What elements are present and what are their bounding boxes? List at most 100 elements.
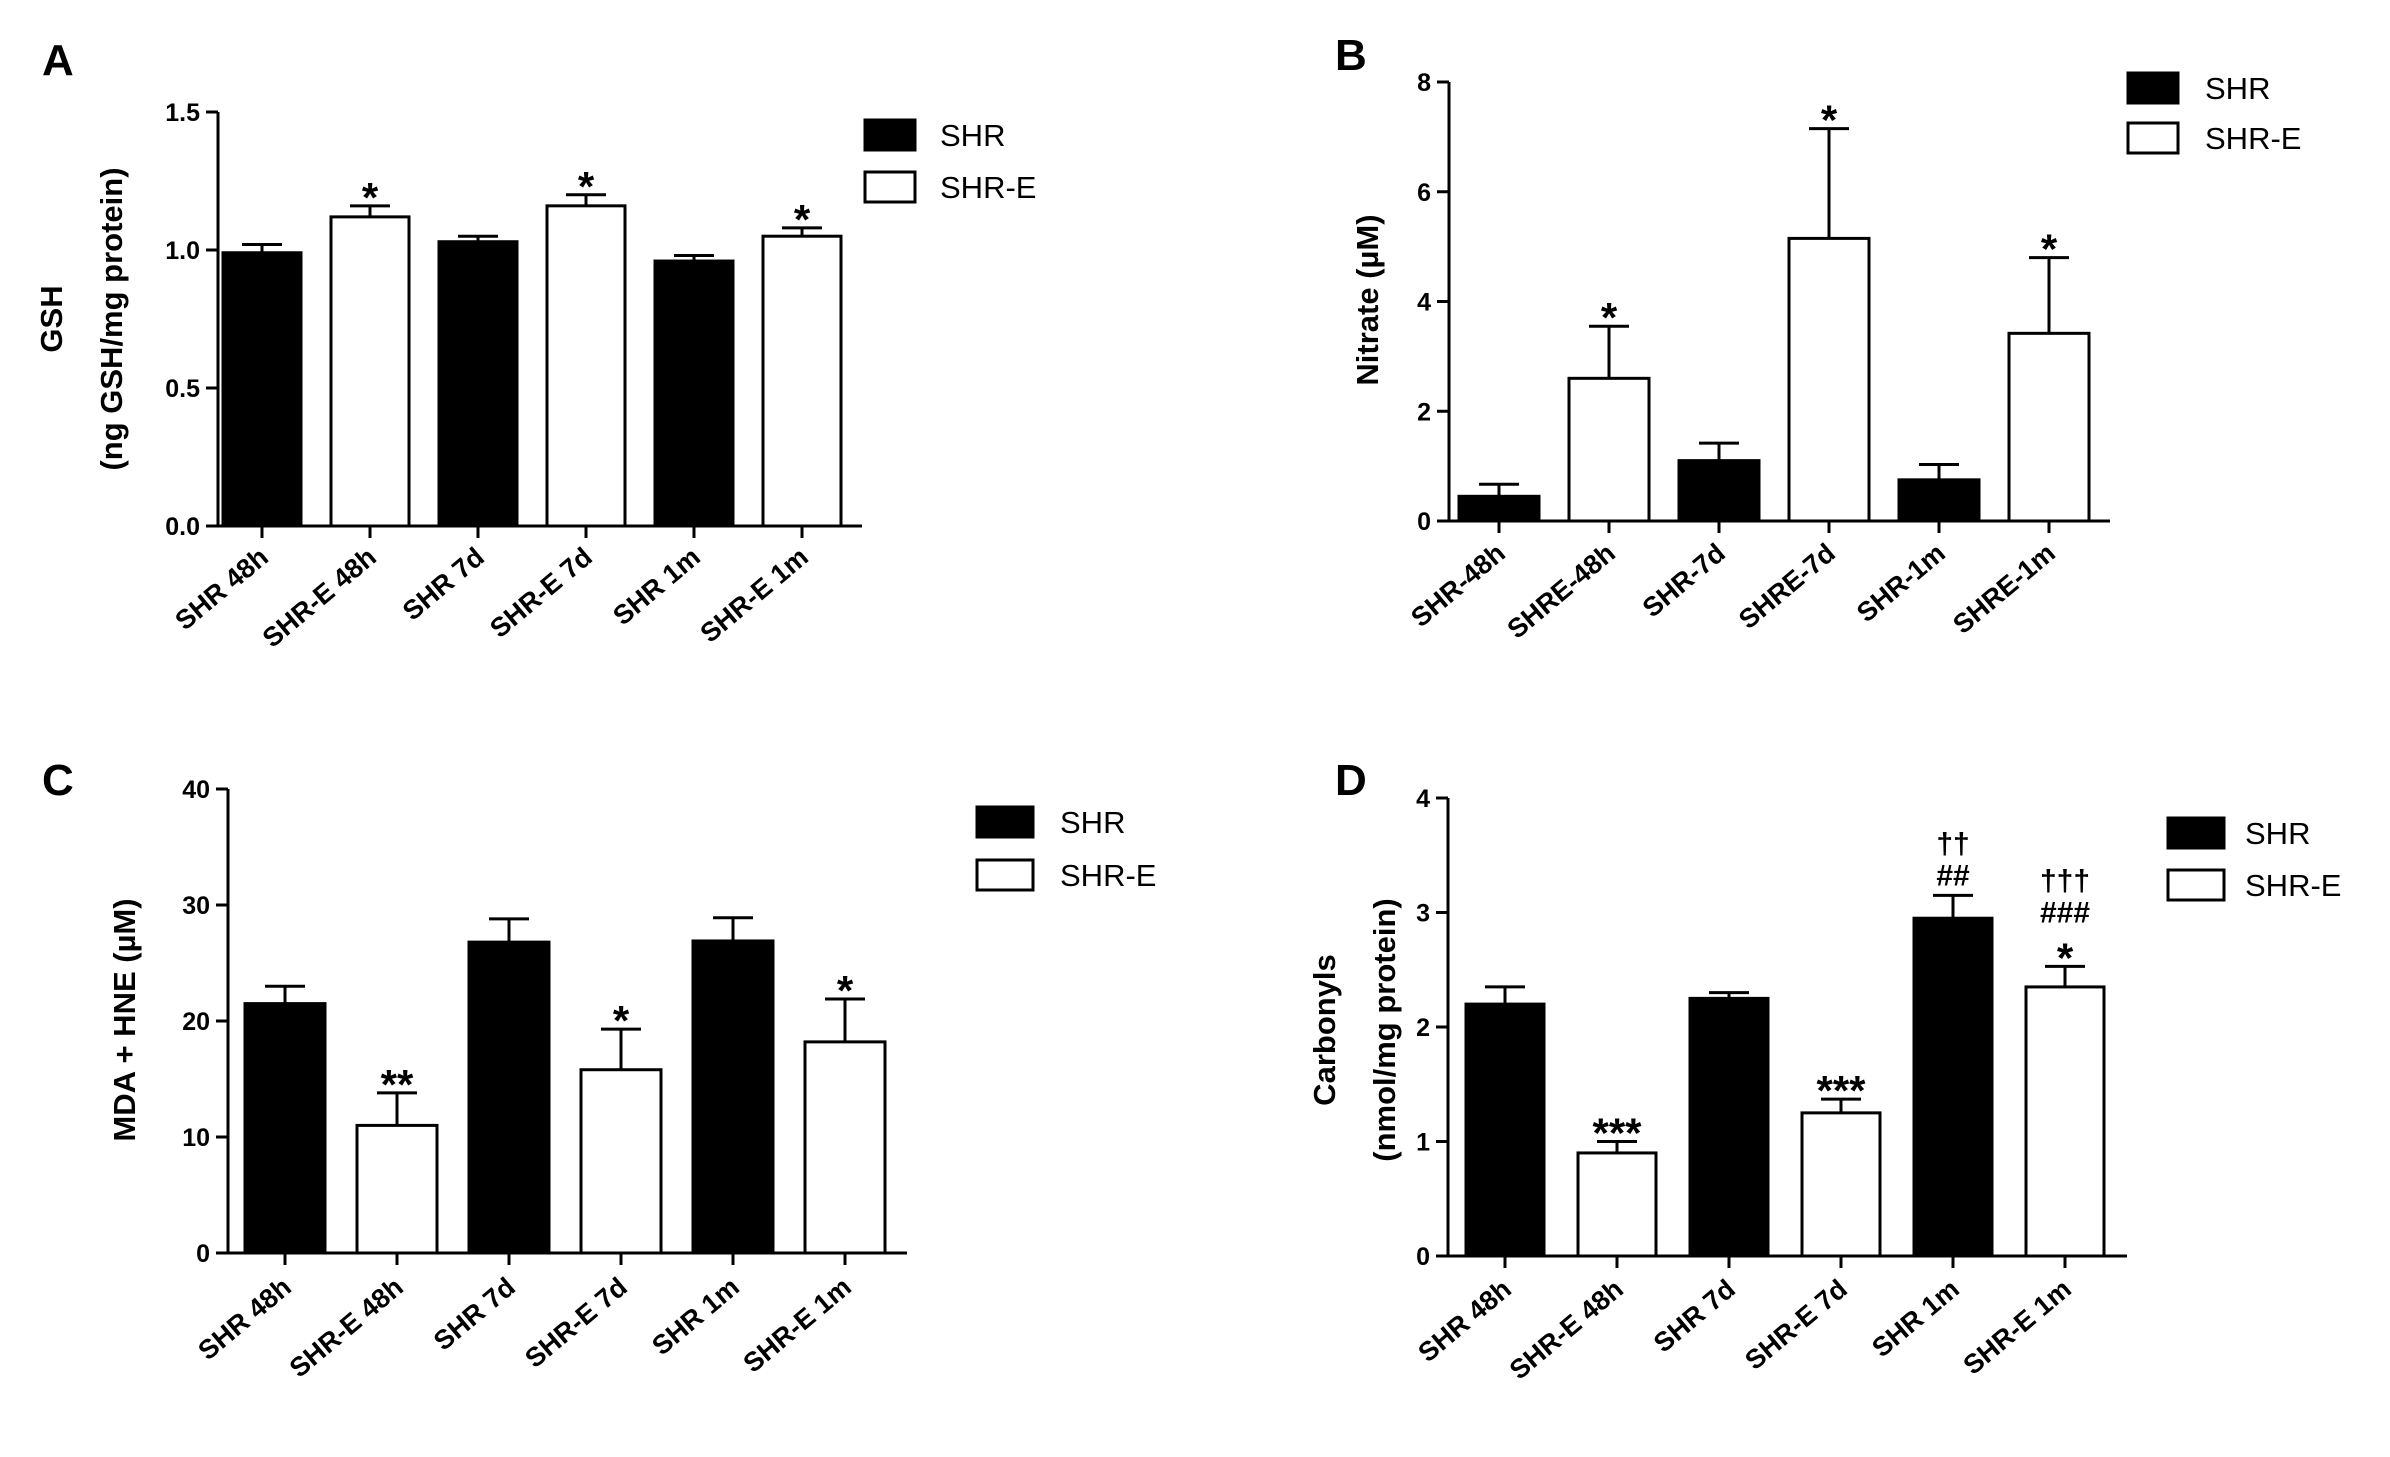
legend-swatch-shr-e	[2126, 121, 2180, 155]
legend-label: SHR-E	[1060, 858, 1156, 893]
bar	[2024, 985, 2106, 1258]
x-category-label: SHR 1m	[646, 1272, 745, 1362]
bar	[1677, 459, 1761, 523]
legend-swatch-shr-e	[863, 170, 917, 204]
significance-marker: ##	[1936, 859, 1970, 892]
significance-marker: *	[1601, 294, 1618, 341]
bar	[579, 1068, 663, 1255]
y-tick-label: 1	[1416, 1129, 1430, 1157]
y-tick-label: 1.5	[165, 99, 200, 127]
x-category-label: SHR 1m	[607, 542, 706, 632]
y-tick-label: 40	[182, 776, 210, 804]
y-tick-label: 4	[1416, 785, 1430, 813]
y-tick-label: 0	[1417, 508, 1431, 536]
significance-marker: ***	[1592, 1110, 1642, 1157]
panel-letter: A	[42, 36, 74, 85]
legend-swatch-shr	[2166, 816, 2226, 850]
legend-label: SHR	[940, 118, 1005, 153]
y-tick-label: 4	[1417, 289, 1431, 317]
y-tick-label: 0.5	[165, 375, 200, 403]
significance-marker: †††	[2040, 864, 2090, 897]
x-category-label: SHRE-7d	[1733, 538, 1841, 635]
y-axis-title: Nitrate (µM)	[1350, 214, 1385, 385]
significance-marker: *	[362, 174, 379, 221]
y-axis-title: MDA + HNE (µM)	[107, 898, 142, 1141]
bar	[545, 204, 627, 528]
y-tick-label: 2	[1417, 398, 1431, 426]
bar	[355, 1123, 439, 1255]
x-category-label: SHR 48h	[1413, 1274, 1517, 1368]
x-category-label: SHR 48h	[193, 1272, 297, 1366]
x-category-label: SHR 48h	[170, 542, 274, 636]
legend-swatch-shr-e	[2166, 868, 2226, 902]
bar	[1464, 1002, 1546, 1258]
x-category-label: SHR-E 7d	[519, 1272, 633, 1374]
significance-marker: ††	[1936, 827, 1969, 860]
x-category-label: SHR 7d	[428, 1272, 521, 1357]
bar	[329, 215, 411, 528]
panel-letter: B	[1335, 31, 1367, 80]
y-tick-label: 30	[182, 892, 210, 920]
x-category-label: SHR-1m	[1851, 538, 1951, 628]
legend-swatch-shr	[863, 118, 917, 152]
significance-marker: **	[381, 1061, 414, 1108]
y-tick-label: 0	[196, 1240, 210, 1268]
bar	[803, 1040, 887, 1255]
x-category-label: SHR-E 48h	[284, 1272, 409, 1384]
bar	[243, 1002, 327, 1255]
x-category-label: SHR-7d	[1637, 538, 1731, 624]
y-tick-label: 2	[1416, 1014, 1430, 1042]
legend-label: SHR-E	[940, 170, 1036, 205]
legend-swatch-shr	[975, 805, 1035, 839]
x-category-label: SHR 7d	[1648, 1274, 1741, 1359]
y-tick-label: 10	[182, 1124, 210, 1152]
bar	[467, 940, 551, 1255]
x-category-label: SHRE-48h	[1502, 538, 1621, 645]
bar	[1787, 236, 1871, 523]
significance-marker: *	[1821, 97, 1838, 144]
legend-label: SHR	[1060, 805, 1125, 840]
bar	[1576, 1151, 1658, 1258]
y-tick-label: 1.0	[165, 237, 200, 265]
x-category-label: SHRE-1m	[1947, 538, 2061, 640]
panel-letter: C	[42, 756, 74, 805]
legend-label: SHR-E	[2205, 121, 2301, 156]
y-tick-label: 20	[182, 1008, 210, 1036]
bar	[1567, 376, 1651, 523]
y-tick-label: 8	[1417, 69, 1431, 97]
y-axis-title: (nmol/mg protein)	[1367, 898, 1402, 1161]
y-tick-label: 0.0	[165, 513, 200, 541]
y-axis-title: Carbonyls	[1307, 954, 1342, 1106]
significance-marker: ###	[2040, 896, 2090, 929]
significance-marker: *	[2041, 226, 2058, 273]
bar	[221, 251, 303, 528]
x-category-label: SHR-E 48h	[257, 542, 382, 654]
significance-marker: *	[613, 997, 630, 1044]
x-category-label: SHR-E 7d	[484, 542, 598, 644]
bar	[761, 234, 843, 528]
panel-letter: D	[1335, 756, 1367, 805]
x-category-label: SHR-E 1m	[738, 1272, 857, 1379]
significance-marker: *	[578, 163, 595, 210]
bar	[691, 939, 775, 1255]
legend-label: SHR	[2245, 816, 2310, 851]
x-category-label: SHR-E 1m	[1958, 1274, 2077, 1381]
legend-label: SHR-E	[2245, 868, 2341, 903]
significance-marker: *	[794, 196, 811, 243]
x-category-label: SHR-E 1m	[695, 542, 814, 649]
significance-marker: ***	[1816, 1067, 1866, 1114]
x-category-label: SHR-48h	[1405, 538, 1510, 633]
bar	[437, 240, 519, 528]
y-axis-title: GSH	[34, 285, 69, 352]
y-tick-label: 6	[1417, 179, 1431, 207]
significance-marker: *	[2057, 934, 2074, 981]
x-category-label: SHR-E 48h	[1504, 1274, 1629, 1386]
significance-marker: *	[837, 967, 854, 1014]
bar	[1688, 996, 1770, 1258]
bar	[653, 259, 735, 528]
